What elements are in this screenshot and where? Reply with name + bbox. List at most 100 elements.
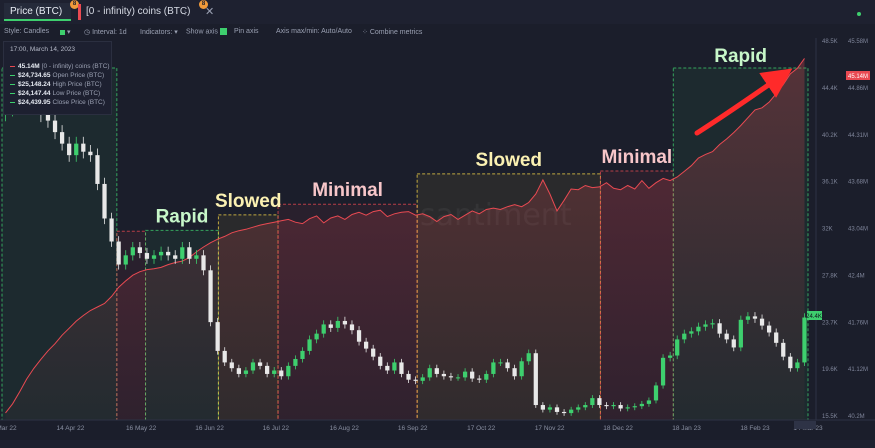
candle xyxy=(187,247,192,259)
x-tick-label: 14 Apr 22 xyxy=(57,425,85,432)
candle xyxy=(477,378,482,380)
candle xyxy=(144,253,150,259)
axis-minmax-selector[interactable]: Axis max/min: Auto/Auto xyxy=(276,28,352,35)
candle xyxy=(512,368,517,377)
tab-bar: Price (BTC) 8 [0 - infinity) coins (BTC)… xyxy=(0,0,875,24)
phase-labels: RapidRapidSlowedMinimalSlowedMinimalRapi… xyxy=(33,46,767,227)
x-current-marker xyxy=(794,421,816,429)
candle xyxy=(505,362,510,369)
supply-current-marker xyxy=(846,71,870,80)
status-dot-icon xyxy=(857,12,861,16)
candle xyxy=(102,183,107,219)
x-tick-label: 16 Sep 22 xyxy=(398,425,428,432)
candle xyxy=(752,316,758,319)
candle xyxy=(201,255,206,271)
phase-label: Minimal xyxy=(312,180,383,201)
tooltip: 17:00, March 14, 2023 45.14M [0 - infinit… xyxy=(3,41,112,115)
tab-price[interactable]: Price (BTC) xyxy=(4,3,71,21)
candle xyxy=(293,358,298,366)
candle xyxy=(222,350,227,363)
candle xyxy=(766,325,772,333)
candle xyxy=(604,405,609,407)
candle xyxy=(639,403,644,407)
candle xyxy=(441,373,447,377)
indicators-selector[interactable]: Indicators: ▾ xyxy=(140,29,178,36)
price-tick-label: 48.5K xyxy=(822,39,838,45)
supply-current-label: 45.14M xyxy=(848,74,868,80)
candle xyxy=(731,339,736,348)
tab-price-label: Price (BTC) xyxy=(10,6,63,17)
candle xyxy=(724,333,729,340)
candle xyxy=(561,411,567,414)
candle xyxy=(745,316,751,320)
price-tick-label: 36.1K xyxy=(822,180,838,186)
show-axis-label: Show axis xyxy=(186,28,218,36)
price-tick-label: 32K xyxy=(822,227,833,233)
candle xyxy=(625,407,630,409)
tooltip-row-close: $24,439.95 Close Price (BTC) xyxy=(10,99,105,106)
candle xyxy=(67,143,72,156)
candle xyxy=(208,270,213,323)
navigator-bar[interactable] xyxy=(0,440,875,448)
pin-axis-toggle[interactable]: Pin axis xyxy=(234,28,259,35)
supply-tick-label: 40.2M xyxy=(848,414,865,420)
candle xyxy=(781,342,786,357)
x-tick-label: 17 Nov 22 xyxy=(535,425,565,432)
tab-supply-badge: 8 xyxy=(199,0,208,9)
candle xyxy=(286,365,291,377)
x-tick-label: 17 Oct 22 xyxy=(467,425,496,432)
candle xyxy=(59,132,65,144)
supply-tick-label: 41.76M xyxy=(848,320,868,326)
tab-price-badge: 8 xyxy=(70,0,79,9)
close-tab-icon[interactable]: ✕ xyxy=(205,6,215,18)
combine-label: Combine metrics xyxy=(369,29,423,36)
candle xyxy=(498,362,503,364)
supply-tick-label: 41.12M xyxy=(848,367,868,373)
candle xyxy=(618,405,623,409)
candle xyxy=(88,151,93,156)
candle xyxy=(349,324,355,331)
tab-supply-more-icon[interactable]: ⋮ xyxy=(180,6,190,17)
price-tick-label: 23.7K xyxy=(822,320,838,326)
annotation-arrow xyxy=(694,68,793,136)
price-tick-label: 40.2K xyxy=(822,133,838,139)
price-tick-label: 44.4K xyxy=(822,86,838,92)
tab-supply[interactable]: [0 - infinity) coins (BTC) xyxy=(78,3,192,21)
tooltip-label: [0 - infinity) coins (BTC) xyxy=(41,63,110,70)
tooltip-label: Close Price (BTC) xyxy=(52,99,105,106)
candle xyxy=(363,341,369,349)
price-current-label: 24.4K xyxy=(806,314,822,320)
style-selector[interactable]: Style: Candles xyxy=(4,28,50,35)
candle xyxy=(491,362,496,374)
candle xyxy=(385,365,390,371)
candle xyxy=(81,143,86,152)
candle xyxy=(95,155,100,184)
candle xyxy=(526,353,531,362)
interval-selector[interactable]: ◷ Interval: 1d xyxy=(84,28,127,36)
supply-area xyxy=(5,58,805,421)
candle xyxy=(257,362,263,366)
candle xyxy=(611,405,616,407)
combine-icon: ⁘ xyxy=(362,29,368,36)
phase-label: Minimal xyxy=(601,147,672,168)
candle xyxy=(250,362,256,371)
clock-icon: ◷ xyxy=(84,29,91,36)
candle xyxy=(547,407,553,410)
candle xyxy=(300,350,305,359)
candle xyxy=(109,218,114,242)
color-picker[interactable]: ▾ xyxy=(60,28,70,36)
candle xyxy=(279,370,284,377)
candle xyxy=(597,398,602,406)
tooltip-label: Low Price (BTC) xyxy=(52,90,101,97)
tooltip-value: $24,734.65 xyxy=(18,72,51,79)
phase-label: Rapid xyxy=(156,206,209,227)
indicators-label: Indicators: xyxy=(140,29,173,36)
candle xyxy=(646,400,652,404)
x-tick-label: 16 Aug 22 xyxy=(330,425,360,432)
show-axis-toggle[interactable]: Show axis xyxy=(186,28,227,35)
x-tick-label: 14 Mar 22 xyxy=(0,425,17,432)
supply-tick-label: 43.68M xyxy=(848,180,868,186)
supply-axis: 45.58M 44.86M 44.31M 43.68M 43.04M 42.4M 41.76… xyxy=(848,39,868,420)
combine-metrics-button[interactable]: ⁘ Combine metrics xyxy=(362,28,422,36)
